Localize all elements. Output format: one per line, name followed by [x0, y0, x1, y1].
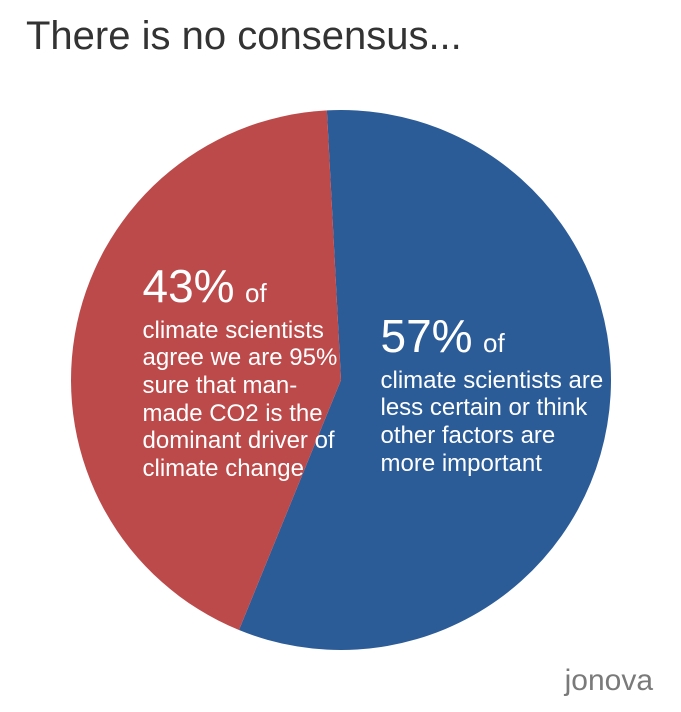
pie-chart: 57% of climate scientists are less certa… [71, 110, 611, 650]
slice-body-right: climate scientists are less certain or t… [381, 367, 611, 477]
attribution: jonova [565, 664, 653, 698]
chart-title: There is no consensus... [26, 14, 462, 59]
slice-of-right: of [483, 328, 505, 358]
slice-label-left: 43% of climate scientists agree we are 9… [143, 260, 353, 482]
slice-body-left: climate scientists agree we are 95% sure… [143, 317, 353, 483]
slice-of-left: of [245, 278, 267, 308]
slice-label-right: 57% of climate scientists are less certa… [381, 310, 611, 477]
slice-pct-right: 57% [381, 310, 473, 362]
slice-pct-left: 43% [143, 260, 235, 312]
